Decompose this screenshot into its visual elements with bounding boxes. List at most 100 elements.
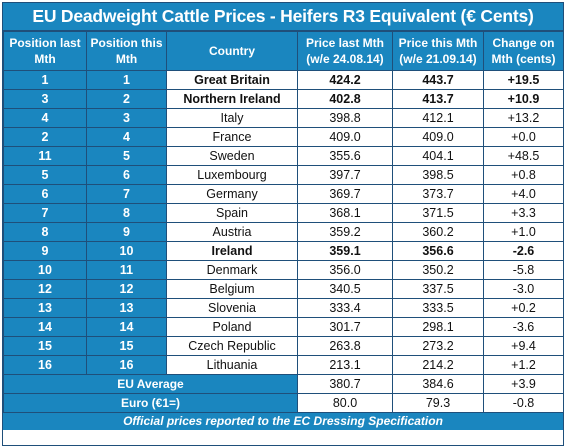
change-cell: +0.0 [483, 127, 564, 147]
position-last-cell: 3 [3, 89, 87, 109]
position-last-cell: 9 [3, 241, 87, 261]
position-this-cell: 10 [86, 241, 167, 261]
table-row: 10 11 Denmark 356.0 350.2 -5.8 [3, 260, 564, 280]
change-cell: -3.6 [483, 317, 564, 337]
country-cell: Austria [166, 222, 298, 242]
position-last-cell: 12 [3, 279, 87, 299]
table-row: 14 14 Poland 301.7 298.1 -3.6 [3, 317, 564, 337]
position-this-cell: 3 [86, 108, 167, 128]
price-this-cell: 398.5 [392, 165, 484, 185]
country-cell: Luxembourg [166, 165, 298, 185]
table-row: 5 6 Luxembourg 397.7 398.5 +0.8 [3, 165, 564, 185]
table-row: 6 7 Germany 369.7 373.7 +4.0 [3, 184, 564, 204]
change-cell: +3.3 [483, 203, 564, 223]
price-last-cell: 301.7 [297, 317, 393, 337]
price-last-cell: 263.8 [297, 336, 393, 356]
euro-row: Euro (€1=) 80.0 79.3 -0.8 [3, 393, 564, 413]
table-row: 13 13 Slovenia 333.4 333.5 +0.2 [3, 298, 564, 318]
position-last-cell: 11 [3, 146, 87, 166]
position-last-cell: 13 [3, 298, 87, 318]
position-last-cell: 8 [3, 222, 87, 242]
country-cell: Germany [166, 184, 298, 204]
country-cell: Denmark [166, 260, 298, 280]
change-cell: +9.4 [483, 336, 564, 356]
position-this-cell: 12 [86, 279, 167, 299]
price-this-cell: 360.2 [392, 222, 484, 242]
position-last-cell: 15 [3, 336, 87, 356]
eu-average-label: EU Average [3, 374, 298, 394]
position-this-cell: 16 [86, 355, 167, 375]
header-country: Country [166, 31, 298, 71]
price-this-cell: 337.5 [392, 279, 484, 299]
price-this-cell: 333.5 [392, 298, 484, 318]
country-cell: Slovenia [166, 298, 298, 318]
header-position-this: Position this Mth [86, 31, 167, 71]
position-this-cell: 2 [86, 89, 167, 109]
price-last-cell: 355.6 [297, 146, 393, 166]
position-this-cell: 1 [86, 70, 167, 90]
table-row: 15 15 Czech Republic 263.8 273.2 +9.4 [3, 336, 564, 356]
position-last-cell: 10 [3, 260, 87, 280]
price-this-cell: 214.2 [392, 355, 484, 375]
price-last-cell: 409.0 [297, 127, 393, 147]
price-this-cell: 412.1 [392, 108, 484, 128]
position-this-cell: 14 [86, 317, 167, 337]
position-this-cell: 4 [86, 127, 167, 147]
position-this-cell: 9 [86, 222, 167, 242]
country-cell: Belgium [166, 279, 298, 299]
price-this-cell: 404.1 [392, 146, 484, 166]
country-cell: Sweden [166, 146, 298, 166]
price-last-cell: 402.8 [297, 89, 393, 109]
table-row: 4 3 Italy 398.8 412.1 +13.2 [3, 108, 564, 128]
position-last-cell: 2 [3, 127, 87, 147]
euro-change: -0.8 [483, 393, 564, 413]
change-cell: -2.6 [483, 241, 564, 261]
cattle-prices-table: Position last Mth Position this Mth Coun… [3, 31, 564, 413]
footer-note: Official prices reported to the EC Dress… [3, 413, 563, 430]
header-position-last: Position last Mth [3, 31, 87, 71]
price-last-cell: 359.2 [297, 222, 393, 242]
eu-average-row: EU Average 380.7 384.6 +3.9 [3, 374, 564, 394]
price-last-cell: 356.0 [297, 260, 393, 280]
price-last-cell: 368.1 [297, 203, 393, 223]
eu-average-price-this: 384.6 [392, 374, 484, 394]
euro-price-this: 79.3 [392, 393, 484, 413]
price-last-cell: 398.8 [297, 108, 393, 128]
country-cell: France [166, 127, 298, 147]
table-row: 11 5 Sweden 355.6 404.1 +48.5 [3, 146, 564, 166]
position-this-cell: 15 [86, 336, 167, 356]
price-last-cell: 369.7 [297, 184, 393, 204]
price-this-cell: 443.7 [392, 70, 484, 90]
table-row: 1 1 Great Britain 424.2 443.7 +19.5 [3, 70, 564, 90]
price-this-cell: 298.1 [392, 317, 484, 337]
euro-label: Euro (€1=) [3, 393, 298, 413]
change-cell: +4.0 [483, 184, 564, 204]
position-last-cell: 6 [3, 184, 87, 204]
table-body: 1 1 Great Britain 424.2 443.7 +19.5 3 2 Northern… [3, 70, 564, 375]
country-cell: Ireland [166, 241, 298, 261]
price-last-cell: 424.2 [297, 70, 393, 90]
change-cell: +13.2 [483, 108, 564, 128]
eu-average-change: +3.9 [483, 374, 564, 394]
position-last-cell: 1 [3, 70, 87, 90]
eu-average-price-last: 380.7 [297, 374, 393, 394]
euro-price-last: 80.0 [297, 393, 393, 413]
change-cell: +1.2 [483, 355, 564, 375]
country-cell: Northern Ireland [166, 89, 298, 109]
price-this-cell: 350.2 [392, 260, 484, 280]
price-last-cell: 340.5 [297, 279, 393, 299]
change-cell: +19.5 [483, 70, 564, 90]
country-cell: Great Britain [166, 70, 298, 90]
change-cell: +0.2 [483, 298, 564, 318]
price-this-cell: 356.6 [392, 241, 484, 261]
table-row: 3 2 Northern Ireland 402.8 413.7 +10.9 [3, 89, 564, 109]
position-last-cell: 7 [3, 203, 87, 223]
price-this-cell: 371.5 [392, 203, 484, 223]
header-row: Position last Mth Position this Mth Coun… [3, 31, 564, 71]
position-this-cell: 8 [86, 203, 167, 223]
change-cell: +10.9 [483, 89, 564, 109]
price-this-cell: 409.0 [392, 127, 484, 147]
table-row: 2 4 France 409.0 409.0 +0.0 [3, 127, 564, 147]
change-cell: +1.0 [483, 222, 564, 242]
